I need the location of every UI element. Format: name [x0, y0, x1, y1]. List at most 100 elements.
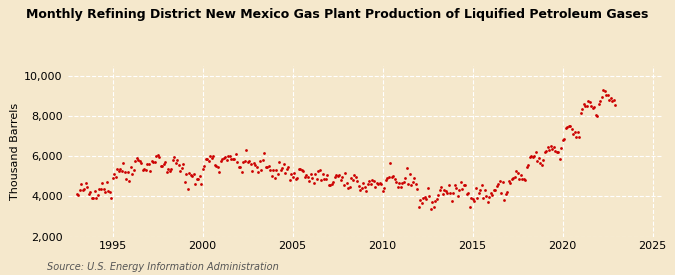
Point	[563, 124, 574, 128]
Point	[515, 172, 526, 177]
Point	[408, 176, 419, 180]
Point	[370, 185, 381, 189]
Point	[267, 168, 278, 172]
Point	[581, 104, 592, 108]
Point	[244, 159, 254, 163]
Point	[272, 172, 283, 176]
Point	[277, 165, 288, 170]
Point	[232, 160, 242, 164]
Point	[294, 167, 305, 171]
Point	[182, 187, 193, 191]
Point	[356, 185, 367, 190]
Point	[347, 178, 358, 182]
Point	[584, 100, 595, 104]
Point	[428, 204, 439, 209]
Point	[74, 188, 85, 192]
Point	[256, 168, 267, 172]
Point	[380, 178, 391, 183]
Point	[601, 92, 612, 97]
Point	[392, 185, 403, 189]
Point	[424, 194, 435, 198]
Point	[591, 114, 602, 118]
Point	[516, 177, 527, 181]
Point	[311, 177, 322, 181]
Point	[273, 160, 284, 164]
Point	[191, 177, 202, 182]
Point	[433, 192, 443, 197]
Point	[437, 191, 448, 196]
Point	[574, 134, 585, 139]
Point	[111, 167, 122, 171]
Point	[461, 192, 472, 196]
Point	[505, 181, 516, 185]
Point	[316, 177, 327, 182]
Point	[514, 177, 524, 181]
Point	[319, 177, 329, 181]
Point	[389, 176, 400, 181]
Point	[281, 167, 292, 172]
Point	[298, 169, 308, 173]
Point	[333, 173, 344, 177]
Point	[197, 167, 208, 171]
Point	[603, 98, 614, 102]
Point	[386, 174, 397, 179]
Point	[161, 169, 172, 174]
Point	[94, 186, 105, 191]
Point	[225, 157, 236, 162]
Point	[250, 163, 261, 167]
Point	[535, 161, 545, 165]
Point	[198, 164, 209, 169]
Point	[482, 200, 493, 204]
Point	[163, 167, 173, 171]
Point	[526, 154, 537, 158]
Point	[171, 158, 182, 163]
Point	[73, 193, 84, 197]
Point	[542, 145, 553, 149]
Point	[533, 156, 544, 160]
Point	[543, 148, 554, 152]
Point	[138, 167, 149, 171]
Point	[358, 181, 369, 185]
Point	[215, 158, 226, 163]
Point	[586, 104, 597, 108]
Point	[404, 172, 415, 176]
Point	[124, 179, 134, 183]
Point	[176, 166, 187, 170]
Point	[117, 161, 128, 165]
Point	[422, 186, 433, 191]
Point	[500, 192, 511, 197]
Point	[468, 199, 479, 204]
Point	[122, 170, 133, 175]
Point	[236, 170, 247, 174]
Point	[589, 105, 599, 109]
Point	[527, 155, 538, 159]
Point	[299, 175, 310, 179]
Point	[77, 188, 88, 192]
Point	[608, 98, 619, 103]
Point	[292, 175, 302, 180]
Point	[115, 167, 126, 172]
Point	[375, 182, 386, 186]
Point	[530, 150, 541, 154]
Point	[128, 167, 139, 172]
Point	[205, 154, 215, 158]
Point	[338, 183, 349, 187]
Point	[144, 169, 155, 174]
Point	[395, 185, 406, 189]
Point	[445, 191, 456, 195]
Point	[203, 159, 214, 163]
Point	[223, 154, 234, 158]
Point	[476, 183, 487, 187]
Point	[475, 188, 485, 192]
Point	[131, 156, 142, 160]
Point	[508, 176, 518, 180]
Point	[229, 156, 240, 161]
Point	[194, 174, 205, 178]
Point	[240, 148, 251, 153]
Point	[576, 107, 587, 112]
Point	[100, 190, 111, 194]
Point	[157, 163, 167, 168]
Point	[377, 189, 388, 194]
Point	[149, 159, 160, 164]
Point	[84, 190, 95, 194]
